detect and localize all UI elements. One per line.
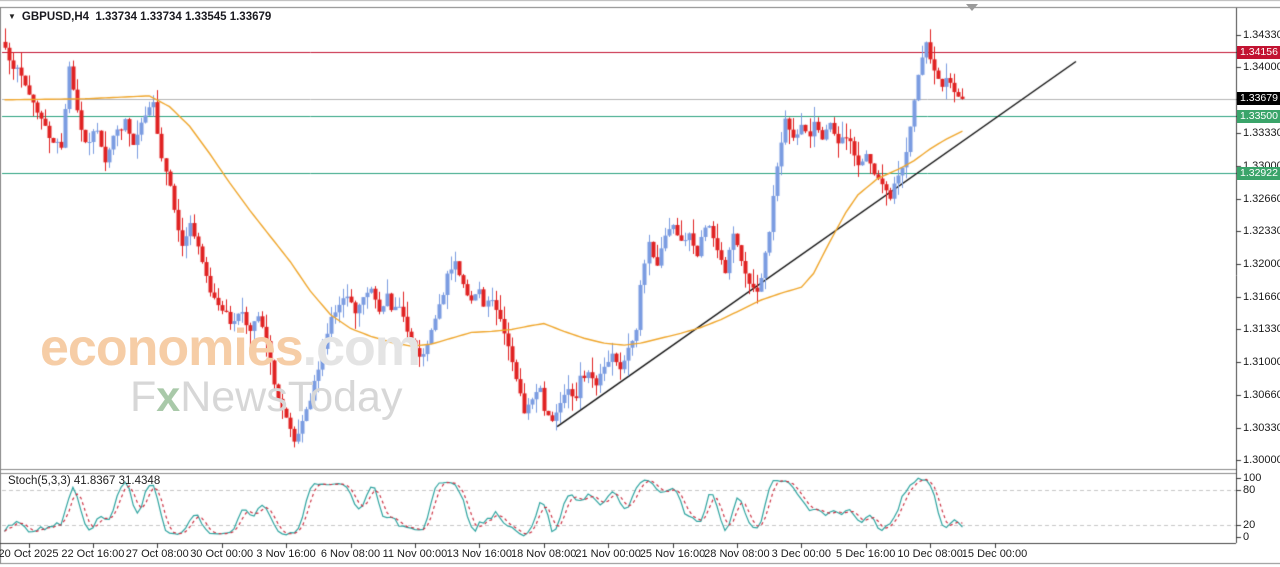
watermark-sub-rest: NewsToday <box>180 373 403 421</box>
support-price-badge[interactable]: 1.33500 <box>1237 109 1280 123</box>
price-axis-label: 1.32330 <box>1243 225 1280 238</box>
watermark-brand: economies.com <box>40 319 421 377</box>
time-axis-label: 27 Oct 08:00 <box>125 548 189 560</box>
price-axis-label: 1.32660 <box>1243 192 1280 205</box>
watermark-sub-x: x <box>156 373 181 421</box>
current-price-badge: 1.33679 <box>1237 92 1280 106</box>
price-axis-label: 1.34330 <box>1243 29 1280 41</box>
symbol-period-label: GBPUSD,H4 <box>21 11 90 23</box>
time-axis-label: 6 Nov 08:00 <box>320 548 381 560</box>
time-axis-label: 5 Dec 16:00 <box>836 548 896 560</box>
price-axis-label: 1.33330 <box>1243 127 1280 140</box>
stochastic-indicator-label: Stoch(5,3,3) 41.8367 31.4348 <box>8 475 160 487</box>
time-axis-label: 25 Nov 16:00 <box>639 548 706 560</box>
stoch-axis-label: 80 <box>1243 483 1256 496</box>
watermark-brand-name: economies <box>40 319 304 377</box>
stoch-axis-label: 20 <box>1243 519 1256 532</box>
ohlc-quote-label: 1.33734 1.33734 1.33545 1.33679 <box>95 11 272 23</box>
watermark: economies.com FxNewsToday <box>40 319 421 419</box>
watermark-subbrand: FxNewsToday <box>130 376 420 419</box>
stoch-k-value: 41.8367 <box>73 475 116 487</box>
time-axis-label: 18 Nov 08:00 <box>510 548 577 560</box>
price-axis-label: 1.30660 <box>1243 389 1280 402</box>
time-axis-label: 13 Nov 16:00 <box>446 548 513 560</box>
watermark-brand-suffix: .com <box>302 319 421 377</box>
price-axis-label: 1.31660 <box>1243 291 1280 304</box>
time-axis-label: 3 Dec 00:00 <box>771 548 831 560</box>
time-axis-label: 11 Nov 00:00 <box>382 548 448 560</box>
support-price-badge[interactable]: 1.32922 <box>1237 166 1280 180</box>
price-axis-label: 1.30000 <box>1243 453 1280 466</box>
price-axis-label: 1.31330 <box>1243 323 1280 336</box>
price-axis-label: 1.30330 <box>1243 421 1280 434</box>
symbol-dropdown-icon[interactable]: ▼ <box>8 12 16 21</box>
time-axis-label: 28 Nov 08:00 <box>704 548 770 560</box>
chart-shift-marker[interactable] <box>966 4 978 11</box>
symbol-title: ▼ GBPUSD,H4 1.33734 1.33734 1.33545 1.336… <box>8 11 271 23</box>
price-axis-label: 1.31000 <box>1243 355 1280 368</box>
price-axis-label: 1.34000 <box>1243 61 1280 74</box>
price-axis-label: 1.32000 <box>1243 257 1280 270</box>
time-axis-label: 21 Nov 00:00 <box>575 548 641 560</box>
resistance-price-badge[interactable]: 1.34156 <box>1237 45 1280 59</box>
stoch-axis-label: 0 <box>1243 531 1250 543</box>
time-axis-label: 15 Dec 00:00 <box>961 548 1028 560</box>
time-axis-label: 30 Oct 00:00 <box>190 548 254 560</box>
time-axis-label: 10 Dec 08:00 <box>897 548 963 560</box>
stoch-axis-label: 100 <box>1243 472 1262 484</box>
time-axis-label: 22 Oct 16:00 <box>61 548 125 560</box>
stoch-name: Stoch(5,3,3) <box>8 475 71 487</box>
watermark-sub-f: F <box>130 373 157 421</box>
time-axis-label: 3 Nov 16:00 <box>256 548 316 560</box>
time-axis-label: 20 Oct 2025 <box>0 548 59 560</box>
stoch-d-value: 31.4348 <box>118 475 161 487</box>
